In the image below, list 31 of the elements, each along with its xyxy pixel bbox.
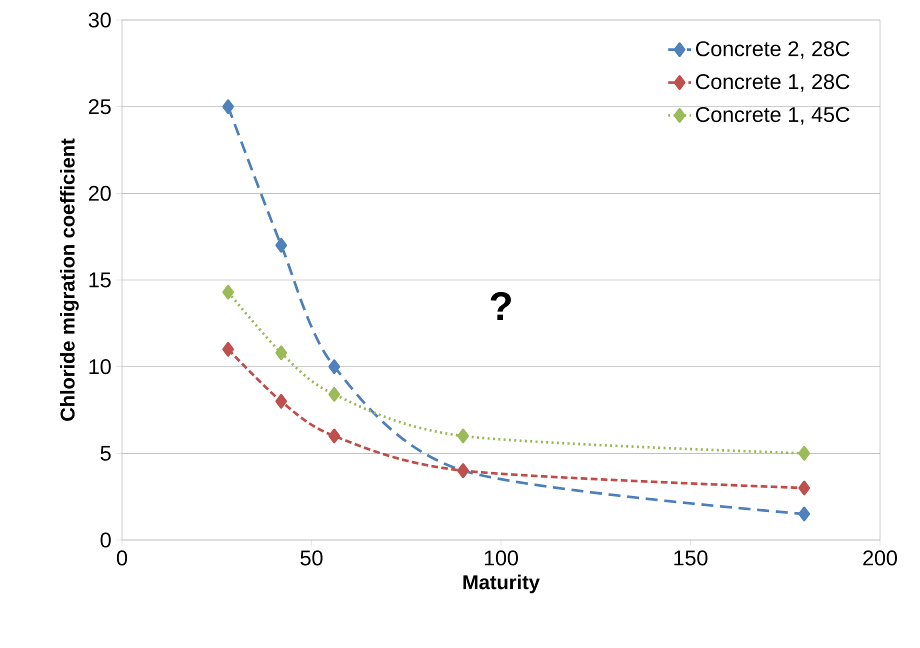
x-tick-label: 150 [674,550,708,566]
point [222,342,234,357]
point [798,446,810,461]
point [457,428,469,444]
y-tick-label: 25 [88,99,111,114]
point [798,506,810,522]
point [275,345,288,360]
point [222,284,234,300]
legend-label: Concrete 2, 28C [696,41,850,59]
x-tick-label: 200 [863,550,897,566]
point [328,359,340,374]
x-axis-title: Maturity [463,574,540,594]
legend-label: Concrete 1, 28C [696,74,850,92]
y-tick-label: 30 [88,12,111,28]
y-axis-title: Chloride migration coefficient [60,138,79,421]
point [798,480,810,496]
annotation: ? [490,292,511,320]
point [328,428,340,444]
y-tick-label: 20 [88,186,111,201]
point [275,394,288,409]
x-tick-label: 0 [116,550,128,566]
y-tick-label: 5 [100,446,111,461]
x-tick-label: 100 [484,550,518,566]
y-tick-label: 10 [90,359,111,374]
y-tick-label: 0 [100,532,111,548]
point [328,387,340,402]
y-tick-label: 15 [90,272,111,288]
point [275,238,288,253]
x-tick-label: 50 [300,550,323,566]
legend-label: Concrete 1, 45C [696,106,850,125]
point [222,99,234,114]
